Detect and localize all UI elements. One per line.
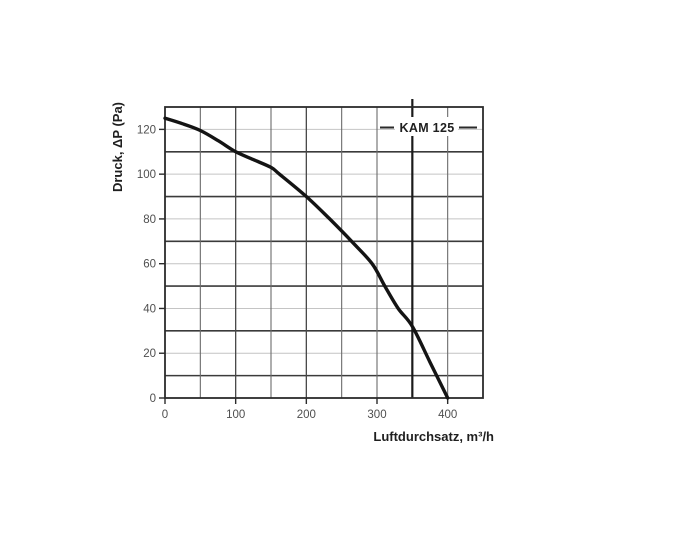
axis-ticks: [159, 128, 449, 404]
y-axis-title: Druck, ΔP (Pa): [110, 102, 125, 192]
series-label-group: KAM 125: [380, 117, 477, 136]
y-tick-label-120: 120: [137, 124, 156, 136]
y-tick-label-40: 40: [143, 303, 156, 315]
fan-performance-curve: [163, 116, 450, 400]
series-label-background: [395, 117, 458, 136]
series-label-text: KAM 125: [400, 121, 455, 135]
x-axis-title: Luftdurchsatz, m³/h: [373, 429, 494, 444]
y-tick-label-80: 80: [143, 214, 156, 226]
x-tick-label-400: 400: [438, 409, 457, 421]
x-tick-label-0: 0: [162, 409, 168, 421]
x-tick-label-200: 200: [297, 409, 316, 421]
y-tick-label-60: 60: [143, 259, 156, 271]
gridlines: [165, 99, 483, 398]
y-tick-label-0: 0: [150, 393, 156, 405]
x-tick-label-100: 100: [226, 409, 245, 421]
x-tick-labels: 0 100 200 300 400: [162, 409, 457, 421]
plot-border: [164, 106, 484, 399]
x-tick-label-300: 300: [367, 409, 386, 421]
y-tick-labels: 0 20 40 60 80 100 120: [137, 124, 156, 405]
y-tick-label-100: 100: [137, 169, 156, 181]
y-tick-label-20: 20: [143, 348, 156, 360]
